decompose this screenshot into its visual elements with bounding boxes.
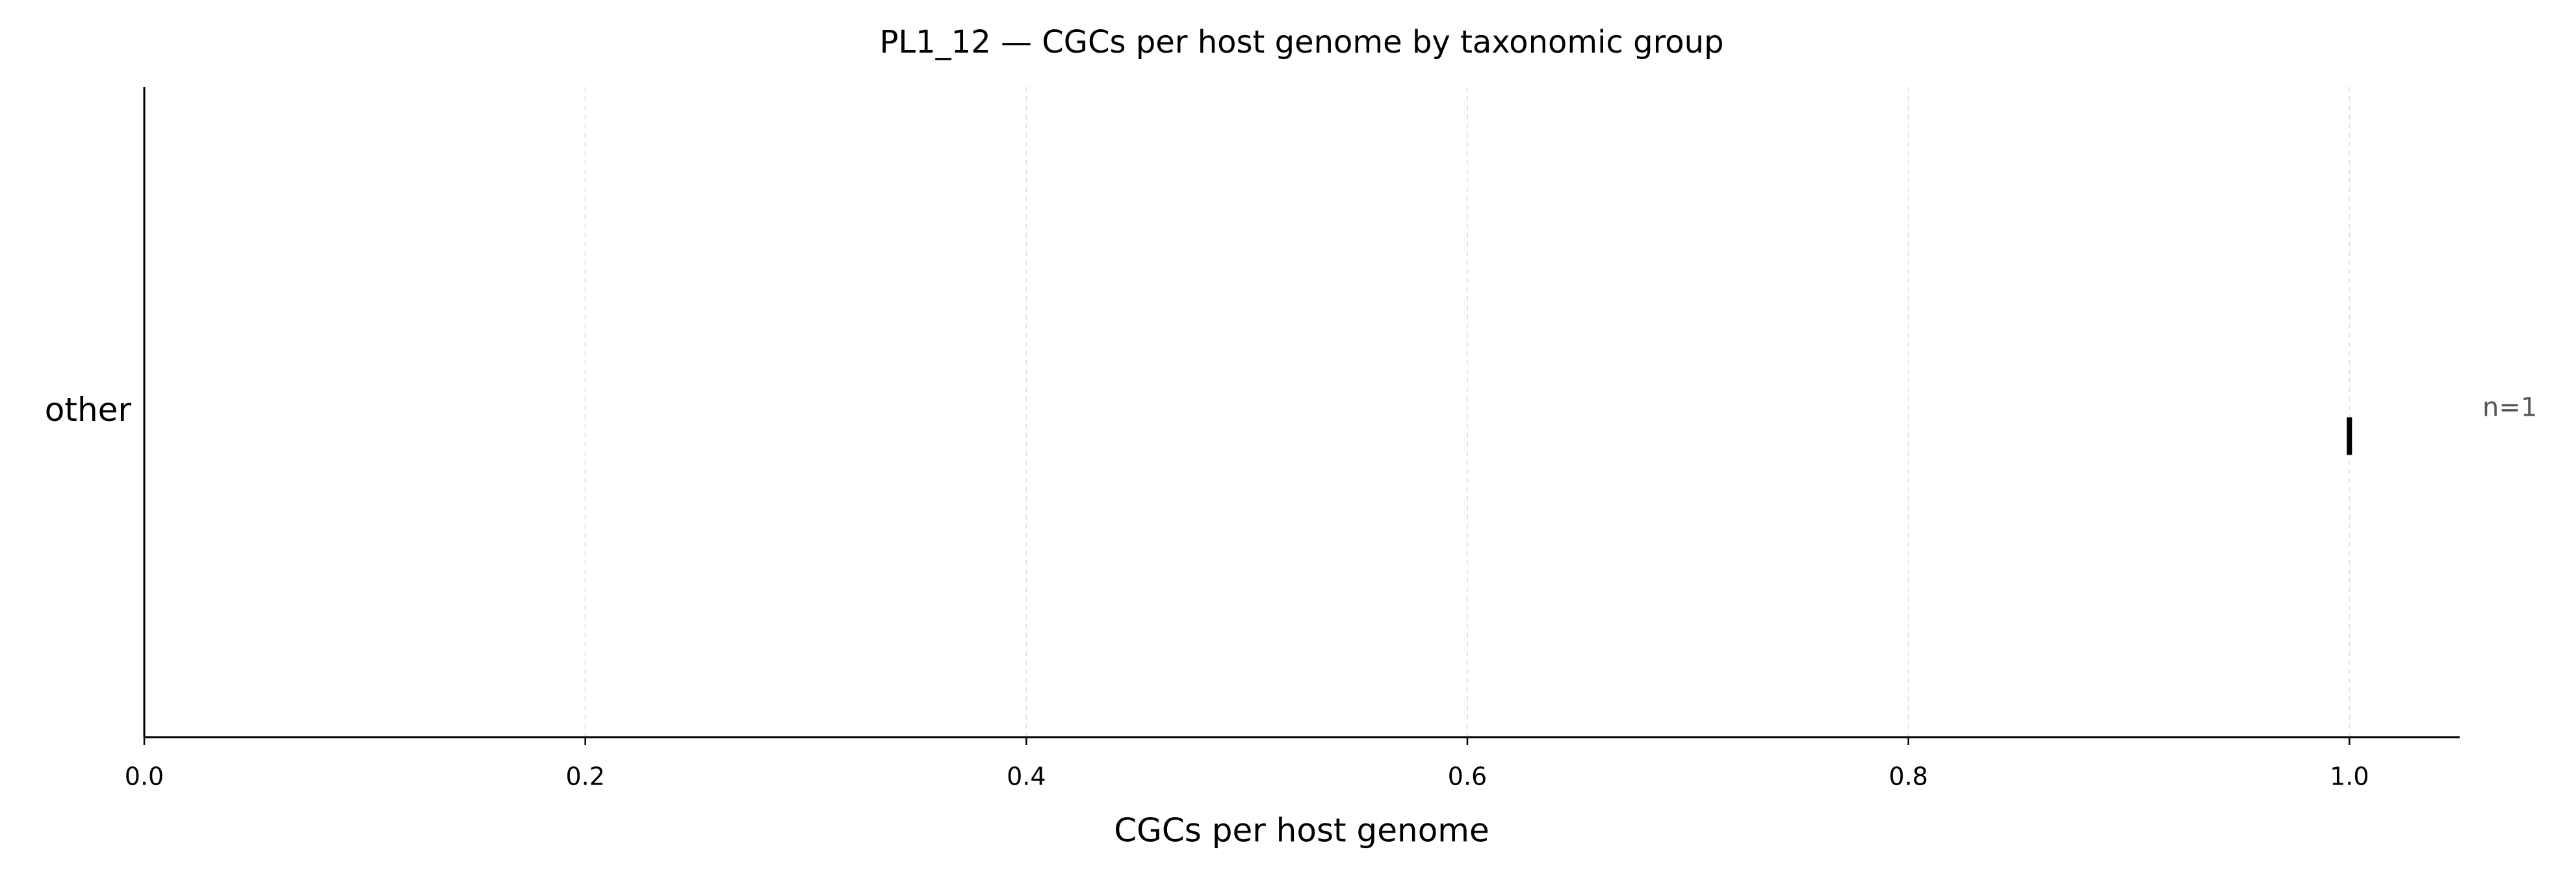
y-tick-label: other [45, 391, 132, 429]
x-tick-label: 0.4 [1007, 762, 1046, 791]
x-tick-label: 0.8 [1888, 762, 1927, 791]
x-tick-label: 0.6 [1448, 762, 1487, 791]
x-axis-label: CGCs per host genome [1114, 812, 1489, 850]
x-tick-label: 0.2 [565, 762, 604, 791]
x-tick-label: 0.0 [125, 762, 164, 791]
chart-title: PL1_12 — CGCs per host genome by taxonom… [879, 24, 1723, 60]
x-tick-label: 1.0 [2330, 762, 2369, 791]
count-annotation: n=1 [2482, 393, 2537, 423]
